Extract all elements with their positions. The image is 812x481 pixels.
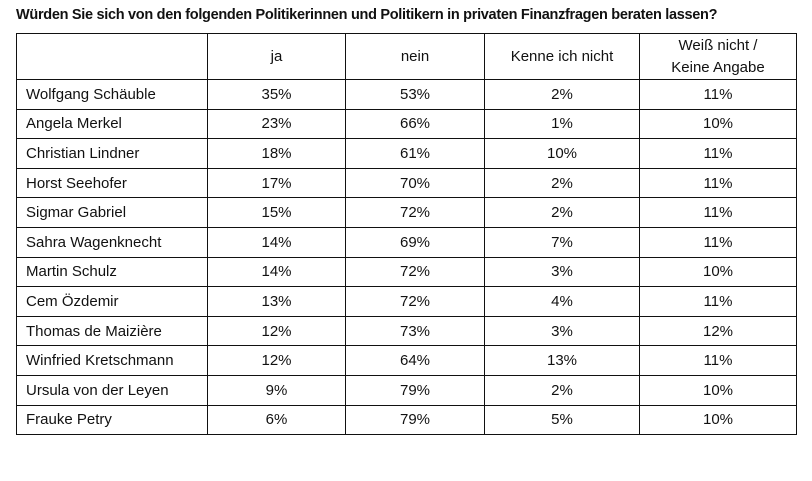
kenne-ich-nicht-value: 2% [484,197,640,228]
table-row: Sahra Wagenknecht 14% 69% 7% 11% [16,226,797,258]
weiss-nicht-value: 10% [639,404,797,436]
weiss-nicht-value: 11% [639,345,797,376]
kenne-ich-nicht-value: 5% [484,404,640,436]
weiss-nicht-value: 11% [639,286,797,317]
table-row: Christian Lindner 18% 61% 10% 11% [16,138,797,169]
politician-name: Ursula von der Leyen [16,374,208,406]
table-row: Thomas de Maizière 12% 73% 3% 12% [16,315,797,347]
nein-value: 61% [345,138,485,169]
table-row: Martin Schulz 14% 72% 3% 10% [16,256,797,288]
nein-value: 79% [345,374,485,406]
nein-value: 53% [345,79,485,110]
kenne-ich-nicht-value: 2% [484,374,640,406]
politician-name: Wolfgang Schäuble [16,79,208,110]
ja-value: 14% [207,256,346,288]
nein-value: 72% [345,286,485,317]
nein-value: 66% [345,108,485,140]
table-row: Ursula von der Leyen 9% 79% 2% 10% [16,374,797,406]
header-nein: nein [345,33,485,80]
nein-value: 72% [345,256,485,288]
ja-value: 9% [207,374,346,406]
kenne-ich-nicht-value: 1% [484,108,640,140]
politician-name: Martin Schulz [16,256,208,288]
table-row: Horst Seehofer 17% 70% 2% 11% [16,167,797,199]
kenne-ich-nicht-value: 13% [484,345,640,376]
nein-value: 79% [345,404,485,436]
kenne-ich-nicht-value: 7% [484,226,640,258]
nein-value: 73% [345,315,485,347]
politician-name: Frauke Petry [16,404,208,436]
ja-value: 12% [207,315,346,347]
ja-value: 13% [207,286,346,317]
politician-name: Horst Seehofer [16,167,208,199]
nein-value: 72% [345,197,485,228]
table-row: Wolfgang Schäuble 35% 53% 2% 11% [16,79,797,110]
politician-name: Winfried Kretschmann [16,345,208,376]
ja-value: 18% [207,138,346,169]
nein-value: 69% [345,226,485,258]
header-weiss-nicht-line1: Weiß nicht / [678,36,758,54]
nein-value: 64% [345,345,485,376]
kenne-ich-nicht-value: 3% [484,256,640,288]
weiss-nicht-value: 10% [639,108,797,140]
table-row: Angela Merkel 23% 66% 1% 10% [16,108,797,140]
kenne-ich-nicht-value: 4% [484,286,640,317]
table-row: Winfried Kretschmann 12% 64% 13% 11% [16,345,797,376]
header-row: ja nein Kenne ich nicht Weiß nicht / Kei… [16,33,797,80]
header-name [16,33,208,80]
nein-value: 70% [345,167,485,199]
ja-value: 35% [207,79,346,110]
survey-table: ja nein Kenne ich nicht Weiß nicht / Kei… [16,33,797,436]
header-ja: ja [207,33,346,80]
kenne-ich-nicht-value: 2% [484,167,640,199]
ja-value: 15% [207,197,346,228]
politician-name: Sahra Wagenknecht [16,226,208,258]
weiss-nicht-value: 11% [639,226,797,258]
weiss-nicht-value: 11% [639,167,797,199]
politician-name: Angela Merkel [16,108,208,140]
header-weiss-nicht-line2: Keine Angabe [671,58,765,76]
ja-value: 6% [207,404,346,436]
ja-value: 14% [207,226,346,258]
kenne-ich-nicht-value: 2% [484,79,640,110]
kenne-ich-nicht-value: 3% [484,315,640,347]
politician-name: Sigmar Gabriel [16,197,208,228]
weiss-nicht-value: 10% [639,256,797,288]
table-title: Würden Sie sich von den folgenden Politi… [16,7,718,23]
table-row: Sigmar Gabriel 15% 72% 2% 11% [16,197,797,228]
ja-value: 23% [207,108,346,140]
politician-name: Cem Özdemir [16,286,208,317]
weiss-nicht-value: 11% [639,79,797,110]
weiss-nicht-value: 11% [639,138,797,169]
ja-value: 12% [207,345,346,376]
table-row: Frauke Petry 6% 79% 5% 10% [16,404,797,436]
weiss-nicht-value: 12% [639,315,797,347]
header-weiss-nicht: Weiß nicht / Keine Angabe [639,33,797,80]
weiss-nicht-value: 10% [639,374,797,406]
politician-name: Christian Lindner [16,138,208,169]
ja-value: 17% [207,167,346,199]
weiss-nicht-value: 11% [639,197,797,228]
kenne-ich-nicht-value: 10% [484,138,640,169]
politician-name: Thomas de Maizière [16,315,208,347]
table-row: Cem Özdemir 13% 72% 4% 11% [16,286,797,317]
header-kenne-ich-nicht: Kenne ich nicht [484,33,640,80]
